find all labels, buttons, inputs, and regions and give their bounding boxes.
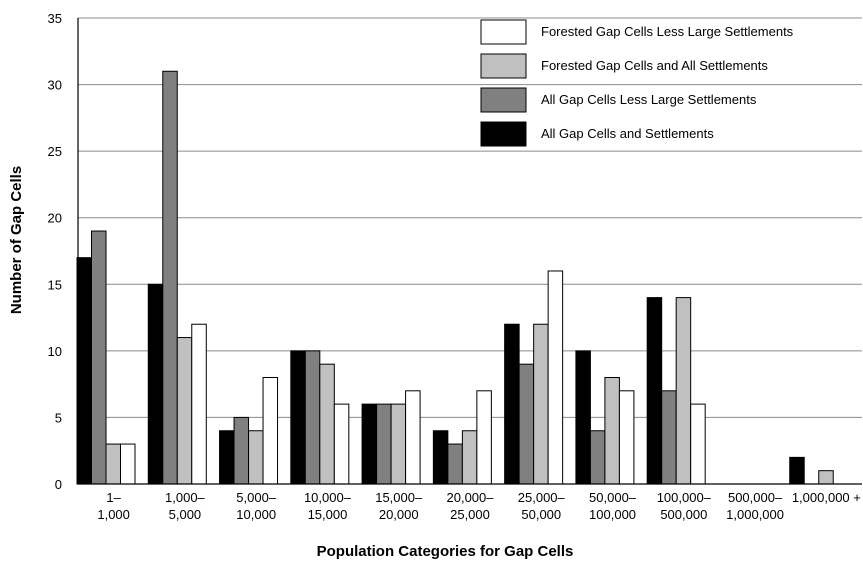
- x-tick-label: 5,000: [169, 507, 202, 522]
- bar: [504, 323, 520, 485]
- x-tick-label: 15,000: [308, 507, 348, 522]
- x-tick-label: 1,000–: [165, 490, 206, 505]
- bar: [675, 297, 692, 485]
- legend-label: Forested Gap Cells and All Settlements: [541, 58, 768, 73]
- y-tick-label: 0: [55, 477, 62, 492]
- x-tick-label: 10,000–: [304, 490, 352, 505]
- y-tick-label: 20: [48, 211, 62, 226]
- bar: [176, 337, 193, 485]
- x-tick-label: 1–: [106, 490, 121, 505]
- bar: [333, 403, 350, 485]
- y-tick-label: 25: [48, 144, 62, 159]
- gridlines: [78, 17, 862, 418]
- x-tick-label: 20,000–: [447, 490, 495, 505]
- x-tick-label: 100,000: [589, 507, 636, 522]
- bar: [661, 390, 677, 485]
- legend-label: All Gap Cells and Settlements: [541, 126, 714, 141]
- bar: [248, 430, 264, 485]
- bar: [147, 283, 164, 485]
- bar: [618, 390, 635, 485]
- x-tick-label: 50,000: [521, 507, 561, 522]
- x-tick-label: 1,000: [97, 507, 130, 522]
- x-tick-label: 25,000: [450, 507, 490, 522]
- bar: [518, 363, 535, 485]
- bar: [604, 376, 620, 485]
- x-axis-title: Population Categories for Gap Cells: [317, 543, 574, 560]
- y-tick-label: 5: [55, 410, 62, 425]
- bar: [219, 430, 235, 485]
- bar: [191, 323, 207, 485]
- bar: [690, 403, 706, 485]
- bar: [432, 430, 449, 485]
- y-tick-labels: 0 5 10 15 20 25 30 35: [48, 11, 62, 492]
- bar: [589, 430, 606, 485]
- bars: [76, 70, 834, 485]
- x-tick-label: 5,000–: [236, 490, 277, 505]
- x-tick-label: 500,000–: [728, 490, 783, 505]
- bar: [105, 443, 121, 485]
- legend-swatch: [480, 19, 527, 45]
- bar: [304, 350, 321, 485]
- bar: [575, 350, 591, 485]
- y-tick-label: 10: [48, 344, 62, 359]
- x-tick-label: 20,000: [379, 507, 419, 522]
- bar: [120, 443, 136, 485]
- x-tick-label: 100,000–: [657, 490, 712, 505]
- bar: [162, 70, 178, 485]
- bar: [290, 350, 306, 485]
- x-tick-labels: 1– 1,000 1,000– 5,000 5,000– 10,000 10,000– 15,…: [97, 490, 861, 522]
- bar: [390, 403, 407, 485]
- y-axis-title: Number of Gap Cells: [8, 166, 25, 314]
- y-tick-label: 15: [48, 277, 62, 292]
- bar: [233, 416, 250, 485]
- legend-label: All Gap Cells Less Large Settlements: [541, 92, 757, 107]
- y-tick-label: 30: [48, 78, 62, 93]
- x-tick-label: 15,000–: [375, 490, 423, 505]
- y-tick-label: 35: [48, 11, 62, 26]
- axes: [77, 18, 862, 485]
- bar: [547, 270, 564, 485]
- x-tick-label: 1,000,000: [726, 507, 784, 522]
- legend-swatch: [480, 87, 527, 113]
- bar: [76, 257, 92, 485]
- bar: [461, 430, 478, 485]
- bar: [319, 363, 335, 485]
- bar: [405, 390, 421, 485]
- bar: [533, 323, 549, 485]
- x-tick-label: 50,000–: [589, 490, 637, 505]
- bar: [447, 443, 463, 485]
- legend-swatch: [480, 121, 527, 147]
- x-tick-label: 10,000: [236, 507, 276, 522]
- legend-swatch: [480, 53, 527, 79]
- bar: [789, 456, 805, 485]
- x-tick-label: 25,000–: [518, 490, 566, 505]
- bar: [361, 403, 378, 485]
- x-tick-label: 500,000: [660, 507, 707, 522]
- bar: [818, 470, 834, 485]
- bar: [476, 390, 492, 485]
- legend: Forested Gap Cells Less Large Settlement…: [480, 19, 794, 147]
- x-tick-label: 1,000,000 +: [792, 490, 861, 505]
- bar: [646, 297, 663, 485]
- bar: [262, 376, 279, 485]
- bar: [376, 403, 392, 485]
- bar: [91, 230, 107, 485]
- legend-label: Forested Gap Cells Less Large Settlement…: [541, 24, 794, 39]
